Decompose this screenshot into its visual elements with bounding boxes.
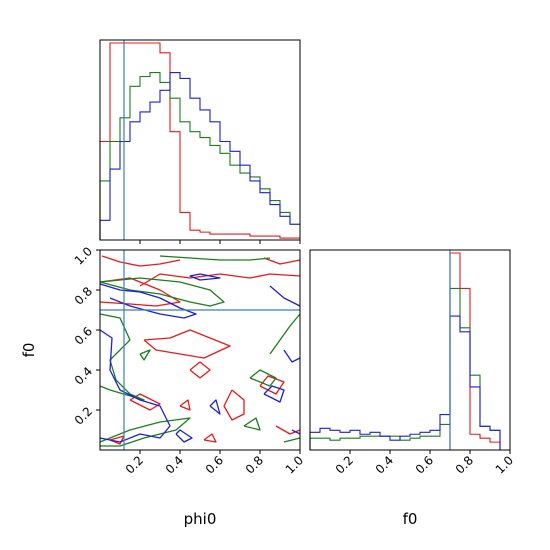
contour-red-5 xyxy=(223,389,245,421)
contour-blue-3 xyxy=(269,285,301,307)
contour-blue-7 xyxy=(283,349,301,363)
contour-red-10 xyxy=(275,425,301,435)
contour-green-0 xyxy=(99,277,225,307)
y-axis-label-f0: f0 xyxy=(20,343,38,358)
contour-blue-1 xyxy=(99,329,171,443)
contour-red-11 xyxy=(203,433,217,443)
contour-red-3 xyxy=(143,329,231,359)
contour-red-6 xyxy=(129,393,161,411)
contour-red-12 xyxy=(109,435,125,445)
x-axis-label-f0: f0 xyxy=(403,510,418,528)
contour-red-4 xyxy=(189,361,211,379)
phi0-xtick-label: 0.8 xyxy=(243,453,266,476)
f0-ytick-label: 1.0 xyxy=(72,244,95,267)
f0-ytick-label: 0.4 xyxy=(72,364,95,387)
contour-green-6 xyxy=(139,349,151,361)
f0-ytick-label: 0.8 xyxy=(72,284,95,307)
phi0-histogram-red xyxy=(99,42,300,240)
phi0-xtick-label: 0.2 xyxy=(123,453,146,476)
f0-ytick-label: 0.2 xyxy=(72,404,95,427)
contour-blue-5 xyxy=(263,385,285,403)
f0-xtick-label: 0.2 xyxy=(333,453,356,476)
joint-contour-panel: 0.2 0.4 0.6 0.8 1.0 0.2 0.4 0.6 0.8 1.0 xyxy=(72,244,306,476)
f0-ytick-label: 0.6 xyxy=(72,324,95,347)
joint-contour-frame xyxy=(99,249,301,451)
phi0-histogram-green xyxy=(99,72,300,240)
contour-red-2 xyxy=(99,277,181,307)
contour-green-8 xyxy=(283,437,301,443)
contour-red-1 xyxy=(139,273,301,287)
contour-red-0 xyxy=(101,255,181,267)
contour-blue-8 xyxy=(291,429,301,435)
f0-xtick-label: 0.6 xyxy=(413,453,436,476)
phi0-histogram-frame xyxy=(99,39,301,241)
contour-green-4 xyxy=(159,255,271,261)
f0-xtick-label: 0.8 xyxy=(453,453,476,476)
contour-blue-6 xyxy=(175,429,193,443)
f0-histogram-blue xyxy=(309,315,510,451)
x-axis-label-phi0: phi0 xyxy=(184,510,217,528)
phi0-xtick-label: 0.4 xyxy=(163,453,186,476)
contour-green-7 xyxy=(243,417,261,431)
contour-red-7 xyxy=(259,375,285,395)
contour-blue-0 xyxy=(99,283,197,319)
contour-green-1 xyxy=(99,313,145,401)
phi0-xtick-label: 1.0 xyxy=(283,453,306,476)
contour-blue-2 xyxy=(189,273,221,281)
phi0-histogram-blue xyxy=(99,72,300,240)
phi0-histogram-panel xyxy=(99,39,301,244)
contour-green-5 xyxy=(249,369,277,387)
f0-xtick-label: 0.4 xyxy=(373,453,396,476)
contour-blue-4 xyxy=(209,399,221,415)
f0-xtick-label: 1.0 xyxy=(493,453,516,476)
f0-histogram-panel: 0.2 0.4 0.6 0.8 1.0 xyxy=(309,249,516,477)
contour-red-8 xyxy=(179,399,191,411)
f0-histogram-frame xyxy=(309,249,511,451)
contour-red-9 xyxy=(263,257,301,265)
contour-green-2 xyxy=(269,313,301,355)
phi0-xtick-label: 0.6 xyxy=(203,453,226,476)
